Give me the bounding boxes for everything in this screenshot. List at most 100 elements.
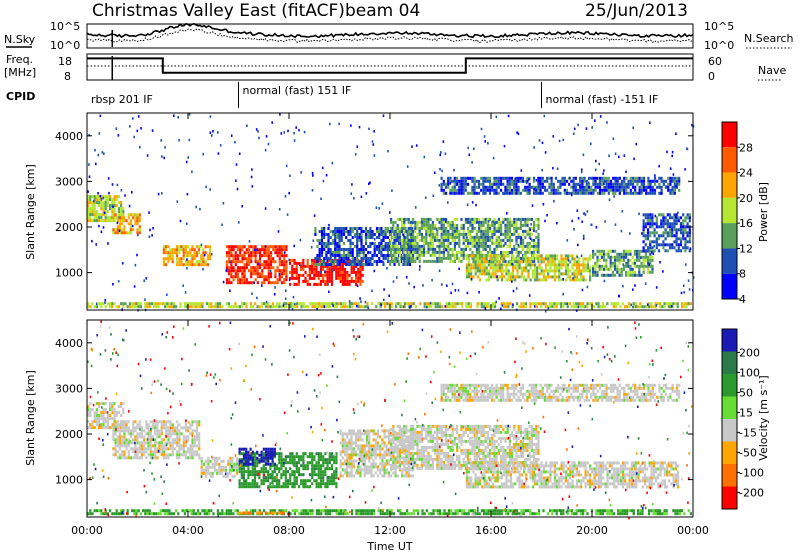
velocity-cell [198, 435, 201, 439]
power-cell [475, 241, 478, 245]
power-cell [482, 217, 485, 221]
power-cell [612, 191, 615, 195]
power-scatter-cell [590, 142, 592, 145]
power-scatter-cell [350, 124, 352, 127]
power-cell [340, 302, 343, 306]
power-cell [533, 250, 536, 254]
power-cell [403, 302, 406, 306]
velocity-cell [293, 461, 296, 465]
velocity-cell [125, 429, 128, 433]
power-cell [480, 176, 483, 180]
power-cell [662, 240, 665, 244]
power-cell [675, 243, 678, 247]
power-cell [239, 254, 242, 258]
velocity-cell [295, 467, 298, 471]
power-cell [274, 251, 277, 255]
power-scatter-cell [235, 163, 238, 166]
velocity-cell [120, 402, 123, 406]
velocity-cell [136, 441, 139, 445]
power-cell [329, 251, 332, 254]
power-cell [471, 229, 474, 233]
velocity-cell [295, 482, 298, 486]
power-cell [442, 217, 445, 221]
power-cell [265, 251, 268, 255]
power-cell [471, 250, 474, 254]
power-cell [629, 273, 632, 277]
power-cell [405, 244, 408, 248]
power-cell [336, 251, 339, 254]
power-cell [486, 238, 489, 242]
power-cell [542, 257, 545, 261]
power-cell [202, 263, 205, 267]
power-cell [582, 260, 585, 264]
power-scatter-cell [553, 199, 555, 203]
power-cell [522, 223, 525, 227]
power-cell [560, 302, 563, 306]
power-cell [164, 257, 168, 261]
power-cell [636, 249, 639, 253]
power-cell [516, 266, 519, 270]
power-scatter-cell [250, 175, 253, 179]
velocity-cell [156, 426, 159, 430]
velocity-cell [169, 423, 172, 427]
velocity-cell [253, 467, 257, 471]
power-cell [258, 257, 262, 261]
power-cell [230, 305, 233, 309]
power-cell [258, 248, 262, 252]
velocity-cell [176, 432, 179, 436]
power-cell [291, 305, 294, 309]
power-cell [360, 227, 363, 230]
power-cell [427, 241, 430, 245]
power-cell [184, 260, 187, 264]
power-cell [375, 263, 379, 266]
power-scatter-cell [544, 310, 547, 313]
power-cell [600, 273, 603, 277]
power-cell [340, 257, 343, 260]
power-cell [396, 235, 399, 239]
power-cell [175, 248, 179, 252]
power-cell [91, 302, 94, 306]
velocity-cell [198, 420, 201, 424]
power-cell [638, 273, 641, 277]
power-cell [161, 302, 164, 306]
power-cell [384, 236, 387, 239]
power-cell [511, 257, 515, 261]
power-cell [327, 239, 330, 242]
power-scatter-cell [541, 141, 544, 145]
velocity-cell [191, 447, 194, 451]
power-cell [269, 254, 273, 258]
power-cell [453, 244, 456, 248]
power-cell [136, 231, 139, 235]
power-scatter-cell [291, 308, 294, 311]
power-cell [283, 269, 286, 273]
power-scatter-cell [632, 305, 634, 309]
power-scatter-cell [280, 132, 283, 135]
power-cell [344, 279, 347, 283]
power-cell [590, 176, 593, 180]
power-scatter-cell [606, 121, 608, 124]
power-cell [662, 219, 665, 223]
power-cell [423, 244, 426, 248]
power-cell [364, 230, 368, 233]
power-cell [351, 254, 354, 257]
power-cell [315, 273, 318, 277]
velocity-cell [280, 464, 283, 468]
velocity-cell [211, 462, 214, 466]
power-cell [513, 229, 516, 233]
power-cell [245, 248, 248, 252]
power-cell [347, 251, 350, 254]
power-cell [208, 248, 212, 252]
power-scatter-cell [618, 294, 620, 298]
velocity-cell [224, 474, 227, 478]
velocity-cell [245, 470, 248, 474]
power-cell [526, 191, 529, 195]
velocity-cell [127, 426, 130, 430]
velocity-cell [109, 402, 112, 406]
power-cell [546, 188, 549, 192]
power-cell [516, 272, 519, 276]
power-cell [109, 198, 112, 202]
power-cell [168, 302, 171, 306]
power-scatter-cell [121, 262, 124, 265]
power-cell [339, 270, 342, 274]
power-cell [285, 269, 288, 273]
